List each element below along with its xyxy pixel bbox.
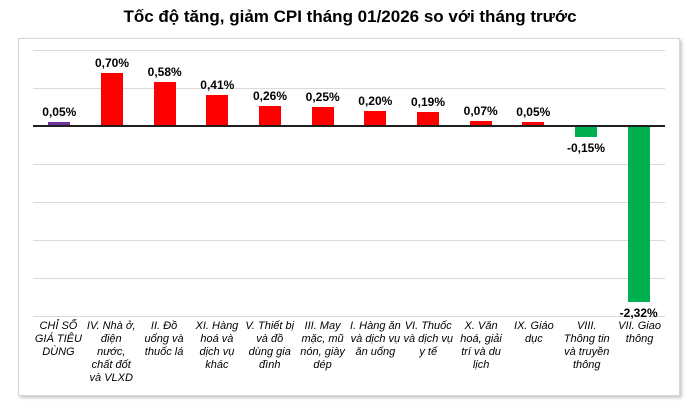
category-label-11: VIII. Thông tin và truyền thông [563,320,610,371]
bar-9 [469,120,492,126]
zero-axis-line [33,125,665,127]
gridline [33,88,665,89]
data-label-3: 0,58% [147,64,182,79]
bar-5 [259,106,281,126]
category-label-5: V. Thiết bị và đồ dùng gia đình [245,320,295,371]
data-label-11: -0,15% [566,141,606,156]
gridline [33,50,665,51]
bar-10 [522,122,545,126]
data-label-2: 0,70% [94,55,130,70]
data-label-8: 0,19% [410,94,446,109]
category-label-1: CHỈ SỐ GIÁ TIÊU DÙNG [34,320,82,358]
data-label-6: 0,25% [305,90,340,104]
category-label-7: I. Hàng ăn và dịch vụ ăn uống [350,320,401,358]
bar-12 [627,126,650,303]
gridline [33,164,665,165]
category-label-10: IX. Giáo dục [514,320,554,345]
data-label-10: 0,05% [516,105,551,120]
data-label-7: 0,20% [358,93,393,108]
category-label-4: XI. Hàng hoá và dịch vụ khác [195,320,239,371]
bar-7 [364,110,387,126]
chart-title: Tốc độ tăng, giảm CPI tháng 01/2026 so v… [123,7,577,26]
gridline [33,240,665,241]
bar-8 [417,111,439,126]
bar-11 [575,126,597,138]
bar-2 [101,72,123,126]
data-label-1: 0,05% [42,105,77,120]
bar-6 [311,107,334,126]
category-label-6: III. May mặc, mũ nón, giày dép [300,320,345,371]
category-label-12: VII. Giao thông [618,320,661,345]
category-axis: CHỈ SỐ GIÁ TIÊU DÙNG IV. Nhà ở, điện nước… [33,320,665,385]
gridline [33,202,665,203]
category-label-9: X. Văn hoá, giải trí và du lịch [460,320,502,371]
bar-1 [48,122,71,126]
bar-4 [206,94,229,126]
chart-frame: 0,05% 0,70% 0,58% 0,41% 0,26% 0,25% 0,20% 0,19%… [18,38,680,396]
gridline [33,278,665,279]
plot-area: 0,05% 0,70% 0,58% 0,41% 0,26% 0,25% 0,20% 0,19%… [33,50,665,320]
category-label-2: IV. Nhà ở, điện nước, chất đốt và VLXD [86,320,136,384]
data-label-9: 0,07% [463,103,498,118]
gridline [33,316,665,317]
data-label-4: 0,41% [200,77,235,92]
data-label-12: -2,32% [619,306,658,321]
data-label-5: 0,26% [252,89,288,104]
category-label-3: II. Đồ uống và thuốc lá [144,320,184,358]
category-label-8: VI. Thuốc và dịch vụ y tế [403,320,453,358]
bar-3 [153,81,176,126]
